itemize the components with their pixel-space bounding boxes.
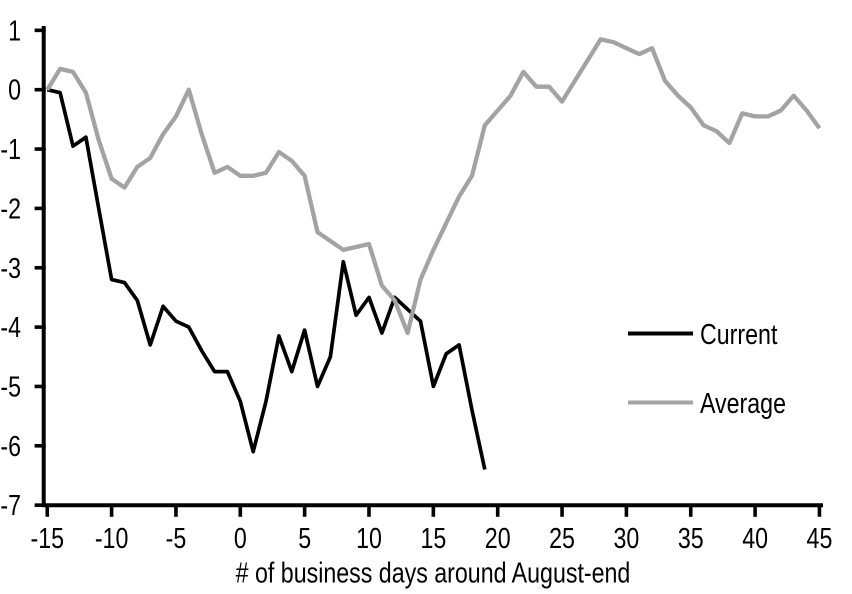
x-tick-label: 10 <box>356 523 382 555</box>
x-axis-ticks: -15 -10 -5 0 5 10 15 20 25 30 35 40 45 <box>31 505 833 555</box>
y-tick-label: -1 <box>0 134 21 166</box>
x-tick-label: -10 <box>95 523 129 555</box>
y-tick-label: -6 <box>0 431 21 463</box>
x-tick-label: 15 <box>420 523 446 555</box>
x-tick-label: 45 <box>807 523 833 555</box>
x-tick-label: -15 <box>31 523 65 555</box>
axes <box>41 26 823 508</box>
y-tick-label: -5 <box>0 371 21 403</box>
y-tick-label: -2 <box>0 193 21 225</box>
x-tick-label: 20 <box>485 523 511 555</box>
x-tick-label: 35 <box>678 523 704 555</box>
legend: Current Average <box>628 319 786 420</box>
y-tick-label: 0 <box>8 75 21 107</box>
x-tick-label: 30 <box>614 523 640 555</box>
x-tick-label: -5 <box>166 523 187 555</box>
x-tick-label: 40 <box>742 523 768 555</box>
x-tick-label: 5 <box>298 523 311 555</box>
x-tick-label: 25 <box>549 523 575 555</box>
y-tick-label: -3 <box>0 253 21 285</box>
series-average-line <box>45 37 822 336</box>
x-axis-title: # of business days around August-end <box>236 558 631 590</box>
plot-series <box>45 37 822 470</box>
y-tick-label: -4 <box>0 312 21 344</box>
y-tick-label: 1 <box>8 15 21 47</box>
y-axis-ticks: 1 0 -1 -2 -3 -4 -5 -6 -7 <box>0 15 46 522</box>
y-tick-label: -7 <box>0 490 21 522</box>
x-tick-label: 0 <box>234 523 247 555</box>
legend-average-label: Average <box>700 388 786 420</box>
legend-current-label: Current <box>700 319 777 351</box>
